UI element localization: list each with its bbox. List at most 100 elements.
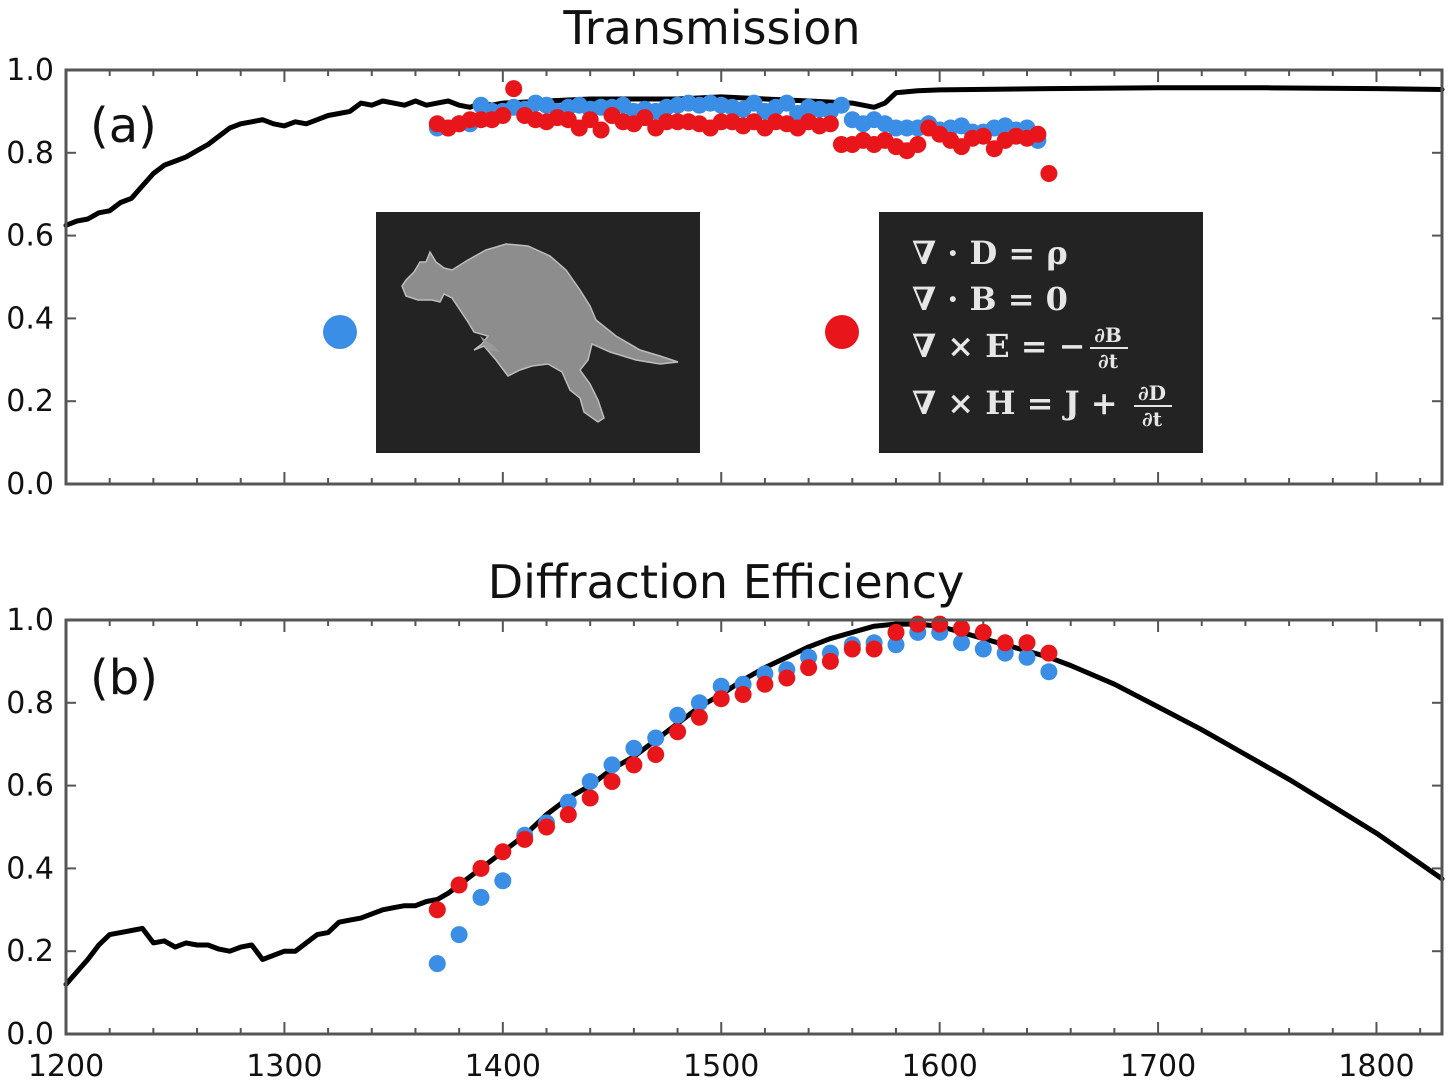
- diffraction-xtick-label: 1600: [901, 1049, 977, 1084]
- diffraction-xtick-label: 1300: [246, 1049, 322, 1084]
- diffraction-axes-frame: [64, 618, 1444, 1036]
- transmission-ytick-label: 0.4: [6, 301, 54, 336]
- transmission-ytick-label: 0.6: [6, 219, 54, 254]
- diffraction-point-red: [428, 901, 446, 919]
- diffraction-ytick-label: 0.0: [6, 1017, 54, 1052]
- diffraction-point-blue: [887, 636, 905, 654]
- diffraction-point-blue: [712, 677, 730, 695]
- equation-faraday: ∇ × E = −: [912, 327, 1085, 365]
- diffraction-xtick-label: 1800: [1338, 1049, 1414, 1084]
- transmission-plot-area: 0.0 0.2 0.4 0.6 0.8 1.0: [6, 53, 1445, 502]
- panel-b-label: (b): [90, 650, 158, 706]
- diffraction-point-red: [1018, 634, 1036, 652]
- transmission-title: Transmission: [562, 1, 860, 55]
- equation-gauss-magnetic: ∇ · B = 0: [912, 280, 1068, 318]
- legend-marker-blue: [323, 315, 357, 349]
- diffraction-point-red: [843, 640, 861, 658]
- diffraction-ytick-label: 0.6: [6, 769, 54, 804]
- transmission-ytick-label: 1.0: [6, 53, 54, 88]
- diffraction-point-red: [778, 669, 796, 687]
- transmission-point-red: [974, 127, 992, 145]
- diffraction-point-blue: [1018, 648, 1036, 666]
- diffraction-point-red: [1040, 644, 1058, 662]
- fraction-denominator-d: ∂t: [1142, 407, 1163, 431]
- transmission-ytick-label: 0.2: [6, 384, 54, 419]
- diffraction-point-red: [494, 843, 512, 861]
- diffraction-point-blue: [690, 694, 708, 712]
- diffraction-ytick-label: 1.0: [6, 603, 54, 638]
- diffraction-ytick-label: 0.2: [6, 934, 54, 969]
- transmission-model-curve: [63, 85, 1445, 228]
- diffraction-point-blue: [974, 640, 992, 658]
- kangaroo-image: [376, 212, 700, 453]
- diffraction-panel: Diffraction Efficiency (b) 0.00.20.40.60…: [6, 555, 1445, 1084]
- transmission-point-red: [1029, 125, 1047, 143]
- transmission-point-red: [636, 109, 654, 127]
- diffraction-point-blue: [494, 872, 512, 890]
- diffraction-point-red: [734, 686, 752, 703]
- diffraction-point-blue: [647, 729, 665, 747]
- diffraction-point-blue: [1040, 663, 1058, 681]
- diffraction-xtick-label: 1400: [465, 1049, 541, 1084]
- diffraction-point-red: [690, 708, 708, 726]
- diffraction-xtick-label: 1500: [683, 1049, 759, 1084]
- transmission-point-red: [1040, 165, 1058, 182]
- fraction-denominator-b: ∂t: [1098, 349, 1119, 373]
- maxwell-equations-image: ∇ · D = ρ ∇ · B = 0 ∇ × E = − ∇ × H = J …: [879, 212, 1203, 453]
- transmission-axes-frame: [64, 68, 1444, 486]
- diffraction-xtick-label: 1200: [28, 1049, 104, 1084]
- panel-a-label: (a): [90, 98, 157, 154]
- equation-gauss-electric: ∇ · D = ρ: [912, 234, 1068, 272]
- diffraction-point-blue: [625, 739, 643, 757]
- diffraction-point-red: [953, 619, 970, 637]
- diffraction-point-red: [800, 659, 818, 677]
- equation-ampere: ∇ × H = J +: [912, 384, 1118, 422]
- diffraction-point-blue: [428, 955, 446, 973]
- diffraction-point-red: [603, 773, 621, 790]
- diffraction-ytick-label: 0.4: [6, 851, 54, 886]
- diffraction-point-red: [669, 723, 687, 741]
- diffraction-point-blue: [472, 888, 490, 906]
- diffraction-point-blue: [669, 706, 687, 724]
- diffraction-point-red: [996, 634, 1014, 652]
- transmission-point-blue: [778, 94, 796, 112]
- diffraction-point-red: [931, 615, 949, 633]
- diffraction-point-blue: [603, 756, 621, 774]
- diffraction-xtick-label: 1700: [1120, 1049, 1196, 1084]
- diffraction-point-red: [756, 675, 774, 693]
- diffraction-point-red: [712, 690, 730, 708]
- transmission-point-blue: [832, 96, 850, 114]
- diffraction-point-blue: [559, 793, 577, 811]
- diffraction-point-red: [887, 623, 905, 641]
- fraction-numerator-d: ∂D: [1138, 381, 1166, 405]
- diffraction-point-red: [472, 859, 490, 877]
- diffraction-point-red: [909, 615, 927, 633]
- legend: ∇ · D = ρ ∇ · B = 0 ∇ × E = − ∇ × H = J …: [323, 212, 1203, 453]
- diffraction-point-red: [559, 806, 577, 824]
- transmission-point-red: [909, 136, 927, 153]
- legend-marker-red: [825, 315, 859, 349]
- transmission-ytick-label: 0.8: [6, 136, 54, 171]
- transmission-point-red: [505, 80, 523, 98]
- diffraction-point-red: [581, 789, 599, 807]
- diffraction-point-red: [516, 830, 534, 848]
- transmission-panel: Transmission (a) 0.0 0.2 0.4 0.6 0.8 1.0 ∇ · …: [6, 1, 1445, 502]
- diffraction-point-red: [974, 623, 992, 641]
- transmission-point-red: [581, 111, 599, 129]
- transmission-point-red: [821, 115, 839, 133]
- transmission-ytick-label: 0.0: [6, 467, 54, 502]
- diffraction-point-blue: [581, 773, 599, 790]
- diffraction-point-red: [450, 876, 468, 894]
- diffraction-point-blue: [450, 926, 468, 944]
- diffraction-point-red: [625, 756, 643, 774]
- diffraction-point-red: [647, 746, 665, 763]
- diffraction-point-blue: [953, 634, 970, 652]
- transmission-point-red: [494, 107, 512, 124]
- diffraction-point-red: [821, 652, 839, 670]
- diffraction-point-red: [865, 640, 883, 658]
- fraction-numerator-b: ∂B: [1094, 323, 1122, 347]
- diffraction-plot-area: 0.0 0.2 0.4 0.6 0.8 1.0 1200 1300 1400 1500 1600 17…: [6, 603, 1445, 1084]
- diffraction-model-curve: [63, 621, 1445, 987]
- diffraction-point-red: [538, 818, 555, 836]
